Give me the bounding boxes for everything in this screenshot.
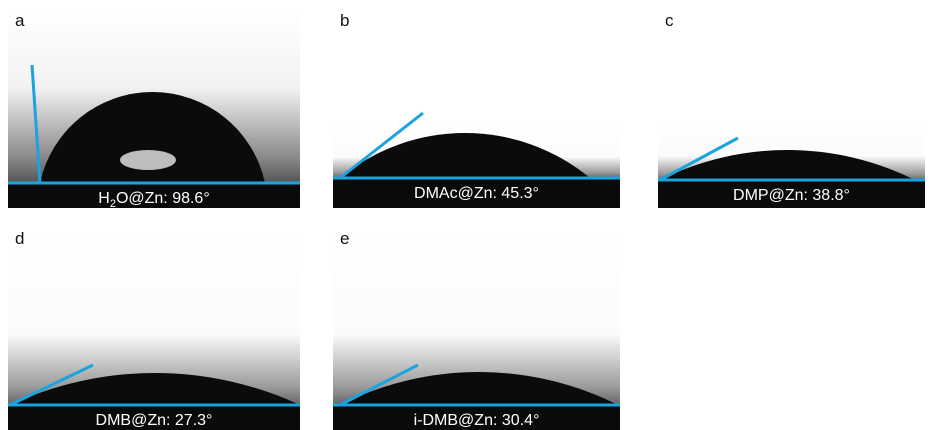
caption: i-DMB@Zn: 30.4°: [414, 412, 540, 429]
caption-text: DMB@Zn: 27.3°: [96, 412, 213, 429]
panel-letter: b: [340, 11, 349, 30]
caption-text: DMP@Zn: 38.8°: [733, 187, 850, 204]
panel: c DMP@Zn: 38.8°: [658, 11, 925, 208]
panel-letter: c: [665, 11, 674, 30]
panel: b DMAc@Zn: 45.3°: [333, 11, 620, 208]
panel: e i-DMB@Zn: 30.4°: [333, 228, 620, 430]
caption: DMAc@Zn: 45.3°: [414, 185, 539, 202]
droplet-reflection: [120, 150, 176, 170]
caption-text: O@Zn: 98.6°: [116, 190, 210, 207]
caption-text: i-DMB@Zn: 30.4°: [414, 412, 540, 429]
caption: DMP@Zn: 38.8°: [733, 187, 850, 204]
caption-text: DMAc@Zn: 45.3°: [414, 185, 539, 202]
caption-text: H: [98, 190, 110, 207]
panel-letter: d: [15, 229, 24, 248]
caption: DMB@Zn: 27.3°: [96, 412, 213, 429]
panel-letter: e: [340, 229, 349, 248]
page: aH2O@Zn: 98.6°bDMAc@Zn: 45.3°cDMP@Zn: 38…: [0, 0, 933, 430]
panel-letter: a: [15, 11, 25, 30]
panel: d DMB@Zn: 27.3°: [8, 228, 300, 430]
figure: aH2O@Zn: 98.6°bDMAc@Zn: 45.3°cDMP@Zn: 38…: [0, 0, 933, 430]
